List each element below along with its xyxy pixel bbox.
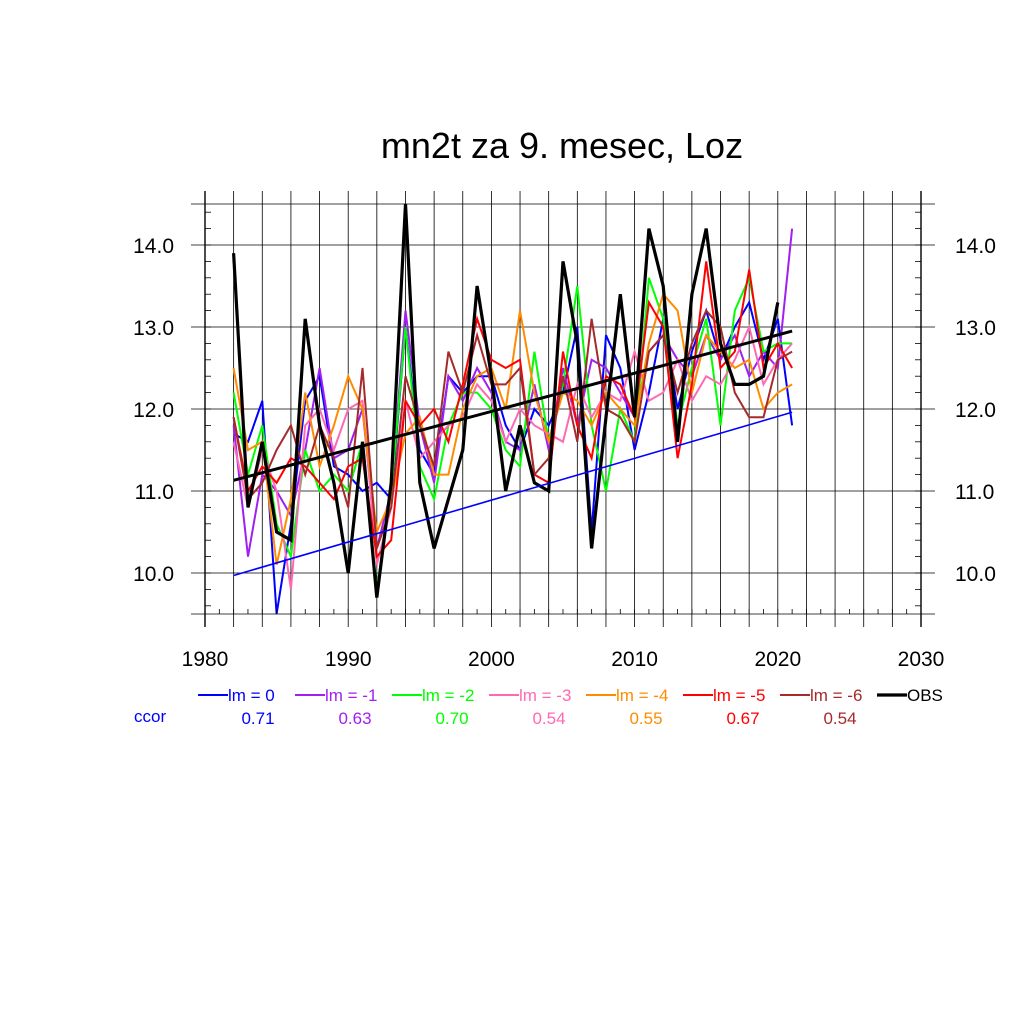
legend-label: lm = -6 (810, 686, 862, 705)
y-tick-label-left: 14.0 (133, 235, 174, 258)
x-tick-label: 2000 (468, 648, 515, 671)
y-tick-label-right: 14.0 (955, 235, 996, 258)
legend-label: lm = -4 (616, 686, 668, 705)
legend: lm = 0 0.71 lm = -1 0.63 lm = -2 0.70 lm = -3 0… (134, 686, 943, 728)
y-tick-label-right: 11.0 (955, 481, 994, 504)
series-line-5 (232, 261, 793, 559)
legend-label: lm = -3 (519, 686, 571, 705)
legend-label: lm = -5 (713, 686, 765, 705)
x-tick-label: 2030 (898, 648, 945, 671)
legend-ccor-value: 0.54 (823, 709, 856, 728)
series-line-4 (232, 292, 793, 566)
legend-label: lm = -1 (325, 686, 377, 705)
legend-label: OBS (907, 686, 943, 705)
x-tick-label: 2020 (754, 648, 801, 671)
legend-ccor-value: 0.71 (241, 709, 274, 728)
y-tick-label-left: 13.0 (133, 317, 174, 340)
legend-ccor-value: 0.67 (726, 709, 759, 728)
y-tick-label-right: 13.0 (955, 317, 996, 340)
y-tick-label-right: 10.0 (955, 563, 996, 586)
legend-ccor-value: 0.54 (532, 709, 565, 728)
y-tick-label-right: 12.0 (955, 399, 996, 422)
series-line-6 (232, 308, 793, 549)
legend-ccor-value: 0.63 (338, 709, 371, 728)
chart-title: mn2t za 9. mesec, Loz (381, 125, 743, 166)
ccor-label: ccor (134, 707, 166, 726)
trend-lines (233, 329, 793, 577)
y-tick-label-left: 10.0 (133, 563, 174, 586)
legend-label: lm = -2 (422, 686, 474, 705)
y-tick-label-left: 11.0 (135, 481, 174, 504)
axes: 10.0 10.0 11.0 11.0 12.0 12.0 13.0 13.0 14.0 14.0… (133, 191, 996, 671)
legend-label: lm = 0 (228, 686, 275, 705)
legend-ccor-value: 0.55 (629, 709, 662, 728)
trend-line-0 (233, 329, 793, 482)
series-line-7 (232, 203, 780, 598)
x-tick-label: 2010 (611, 648, 658, 671)
legend-ccor-value: 0.70 (435, 709, 468, 728)
trend-line-1 (233, 411, 793, 577)
y-tick-label-left: 12.0 (133, 399, 174, 422)
x-tick-label: 1980 (182, 648, 229, 671)
series-line-3 (232, 323, 793, 590)
x-tick-label: 1990 (325, 648, 372, 671)
